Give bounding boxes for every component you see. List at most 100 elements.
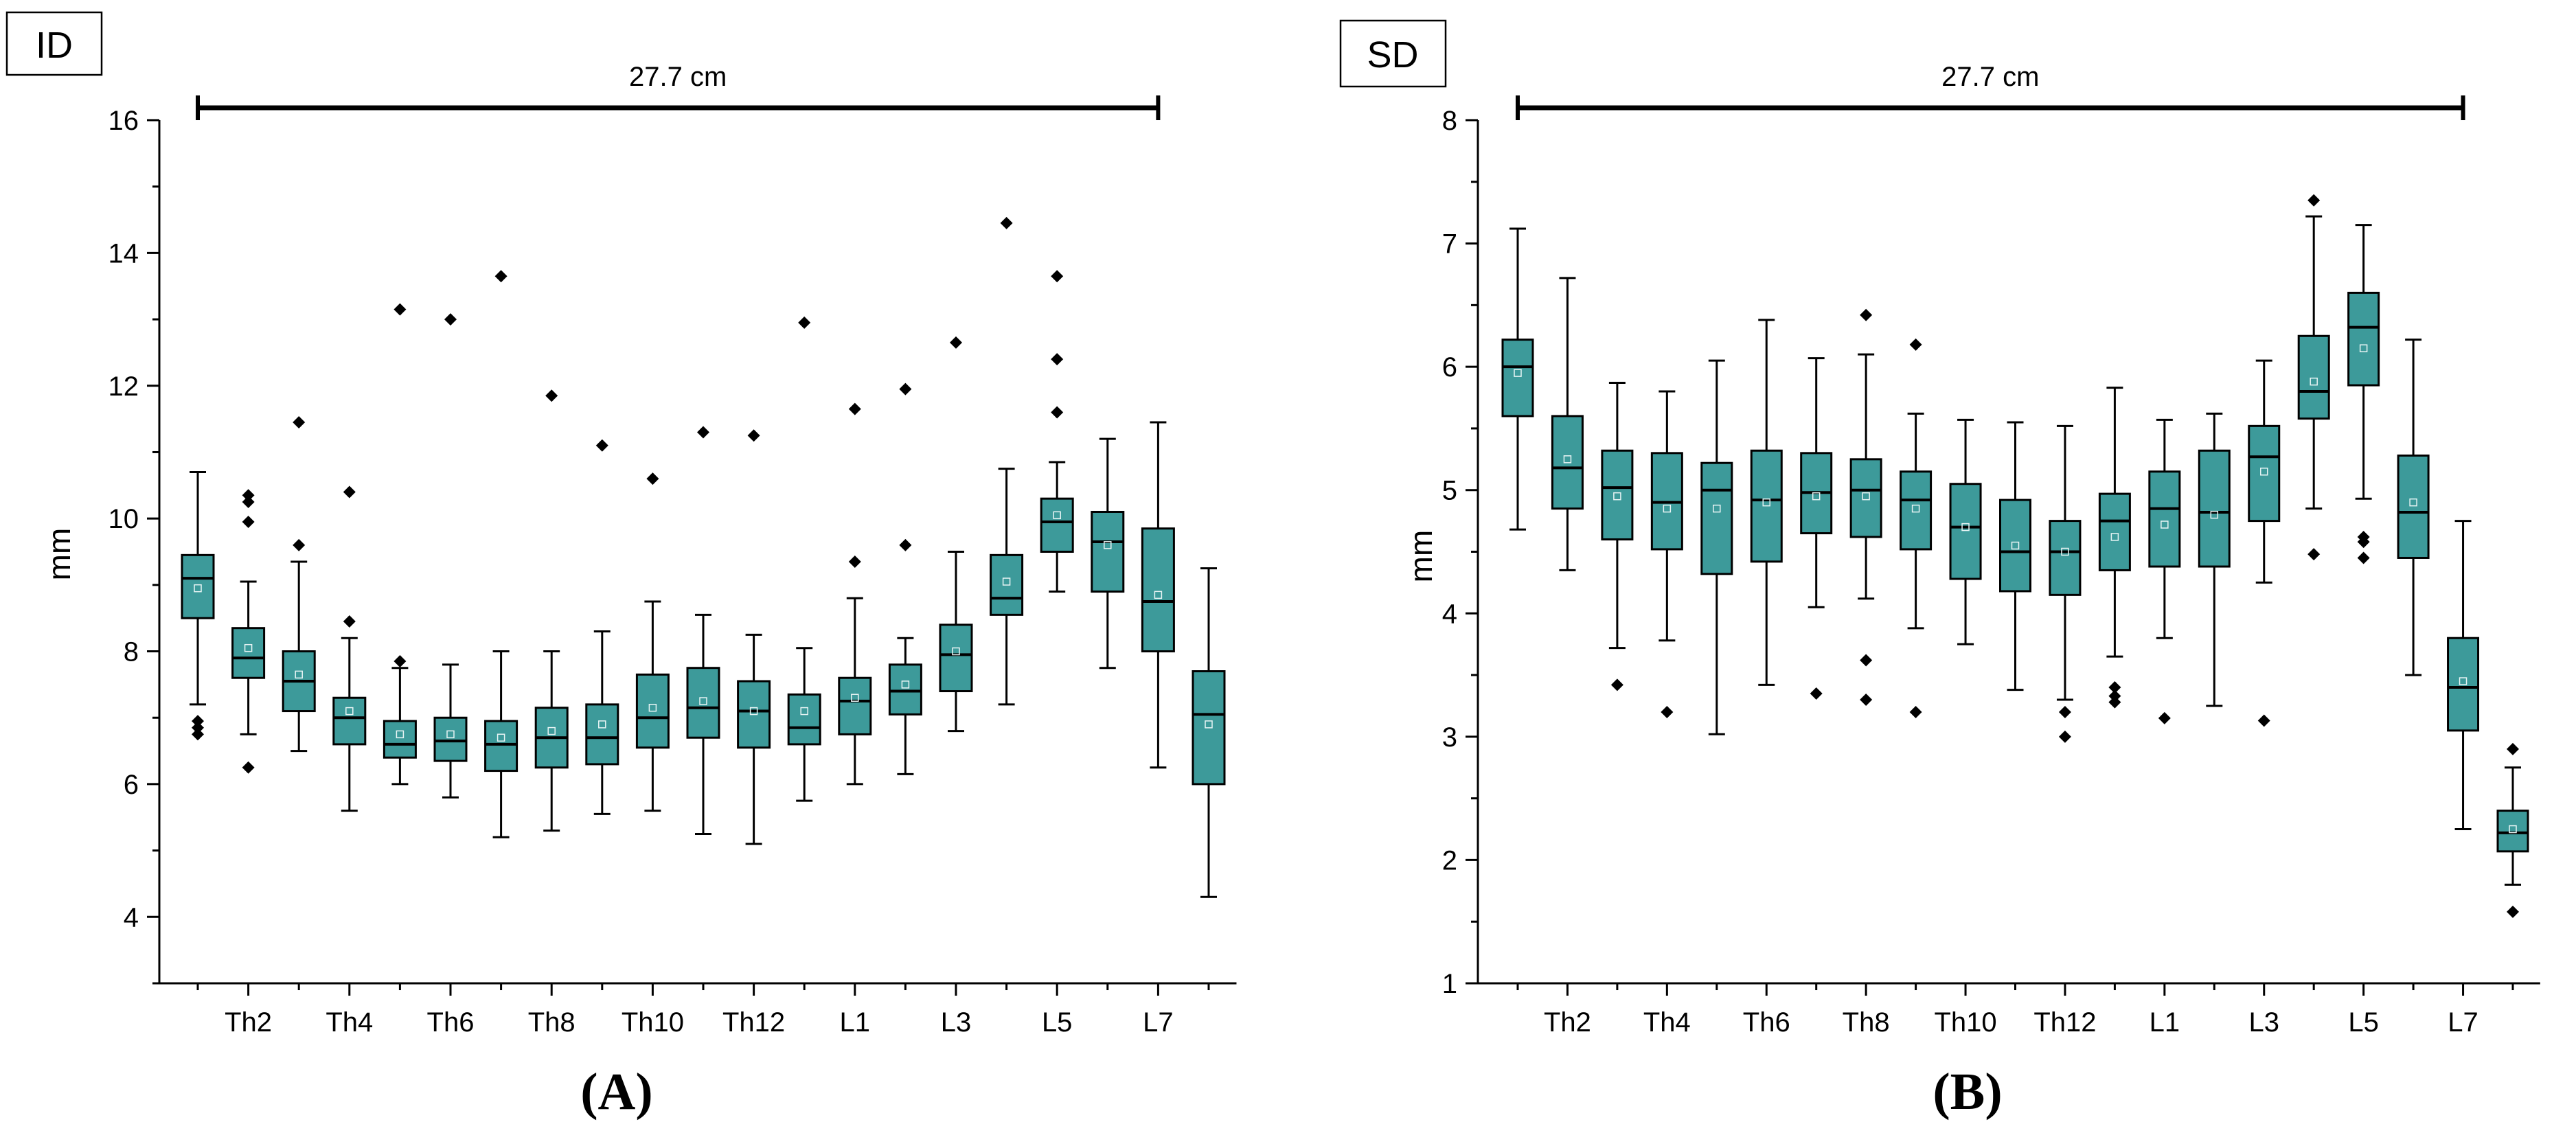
outlier-point: [192, 715, 204, 728]
mean-marker: [396, 730, 404, 739]
y-tick-label: 6: [1442, 352, 1457, 382]
x-tick-label: L7: [1143, 1007, 1174, 1038]
iqr-box: [1949, 483, 1982, 580]
outlier-point: [1909, 338, 1922, 351]
mean-marker: [2011, 541, 2020, 550]
mean-marker: [1961, 523, 1970, 531]
x-tick-label: Th6: [1743, 1007, 1790, 1038]
box-th11: [1999, 421, 2031, 691]
x-tick-label: Th2: [225, 1007, 272, 1038]
mean-marker: [1613, 492, 1621, 501]
mean-marker: [1053, 511, 1061, 520]
mean-marker: [1104, 541, 1112, 549]
outlier-point: [2058, 705, 2071, 718]
box-l7: [2447, 520, 2480, 831]
mean-marker: [1762, 498, 1770, 507]
y-tick-label: 8: [124, 637, 139, 667]
box-th2: [1551, 277, 1584, 571]
mean-marker: [1862, 492, 1870, 501]
mean-marker: [194, 584, 202, 593]
panel-b-scale-label: 27.7 cm: [1941, 62, 2039, 92]
y-tick-label: 3: [1442, 722, 1457, 753]
iqr-box: [2347, 291, 2380, 387]
iqr-box: [433, 716, 468, 762]
outlier-point: [848, 402, 861, 415]
y-tick-label: 12: [109, 371, 139, 402]
mean-marker: [901, 680, 910, 689]
mean-marker: [446, 730, 455, 739]
box-l5: [2347, 224, 2380, 564]
iqr-box: [2297, 334, 2330, 420]
iqr-box: [787, 693, 821, 746]
x-tick-label: Th10: [622, 1007, 684, 1038]
box-th13: [2098, 387, 2131, 709]
panel-a-tag-box: [5, 11, 103, 76]
mean-marker: [952, 647, 960, 656]
outlier-point: [2108, 681, 2121, 694]
mean-marker: [1205, 720, 1213, 729]
iqr-box: [2496, 810, 2529, 853]
box-th2: [231, 489, 266, 774]
x-tick-label: L5: [2348, 1007, 2379, 1038]
box-l5: [1040, 270, 1074, 593]
iqr-box: [888, 663, 922, 716]
panel-a: ID 27.7 cm mm (A) 4 6 8 10 12 14 16 Th2 Th4 Th6 Th…: [5, 11, 1237, 1121]
outlier-point: [1661, 705, 1674, 718]
outlier-point: [242, 489, 255, 502]
y-tick-label: 14: [109, 238, 139, 268]
mean-marker: [2359, 344, 2368, 352]
box-th6: [1750, 319, 1783, 686]
mean-marker: [598, 720, 606, 729]
box-th12: [737, 429, 771, 845]
outlier-point: [1000, 216, 1013, 229]
box-th12: [2049, 424, 2082, 743]
iqr-box: [2049, 520, 2082, 596]
mean-marker: [2161, 520, 2169, 529]
mean-marker: [1713, 504, 1721, 513]
outlier-point: [899, 382, 912, 396]
iqr-box: [1040, 497, 1074, 553]
iqr-box: [231, 627, 266, 679]
mean-marker: [800, 707, 808, 716]
box-th8: [1849, 308, 1882, 706]
iqr-box: [2098, 492, 2131, 571]
box-th5: [383, 303, 417, 786]
outlier-point: [1909, 705, 1922, 718]
box-th11: [686, 426, 720, 835]
x-tick-label: Th4: [326, 1007, 373, 1038]
box-th9: [1900, 338, 1933, 718]
y-tick-label: 4: [124, 902, 139, 932]
x-tick-label: L3: [2249, 1007, 2280, 1038]
mean-marker: [2061, 547, 2069, 556]
x-tick-label: L3: [941, 1007, 972, 1038]
outlier-point: [2357, 551, 2370, 564]
outlier-point: [595, 439, 608, 452]
box-th7: [1800, 357, 1833, 700]
outlier-point: [2307, 194, 2321, 207]
outlier-point: [1860, 693, 1873, 706]
box-l3: [939, 336, 973, 733]
box-l1: [838, 402, 872, 786]
outlier-point: [2507, 905, 2519, 918]
panel-a-scale-label: 27.7 cm: [629, 62, 727, 92]
panel-a-caption: (A): [580, 1063, 653, 1121]
iqr-box: [2248, 424, 2281, 523]
x-tick-label: Th4: [1643, 1007, 1691, 1038]
mean-marker: [2260, 468, 2268, 476]
x-tick-label: L7: [2448, 1007, 2478, 1038]
mean-marker: [497, 733, 505, 742]
mean-marker: [851, 694, 859, 702]
iqr-box: [1849, 458, 1882, 538]
iqr-box: [1501, 339, 1534, 417]
outlier-point: [2357, 530, 2370, 543]
outlier-point: [1051, 270, 1064, 283]
mean-marker: [1663, 504, 1672, 513]
box-th5: [1700, 359, 1733, 735]
mean-marker: [1563, 455, 1572, 464]
outlier-point: [293, 538, 306, 551]
outlier-point: [2507, 742, 2519, 755]
x-tick-label: L1: [2150, 1007, 2180, 1038]
mean-marker: [1154, 591, 1163, 599]
panel-a-tag: ID: [36, 25, 73, 66]
mean-marker: [2409, 498, 2417, 507]
